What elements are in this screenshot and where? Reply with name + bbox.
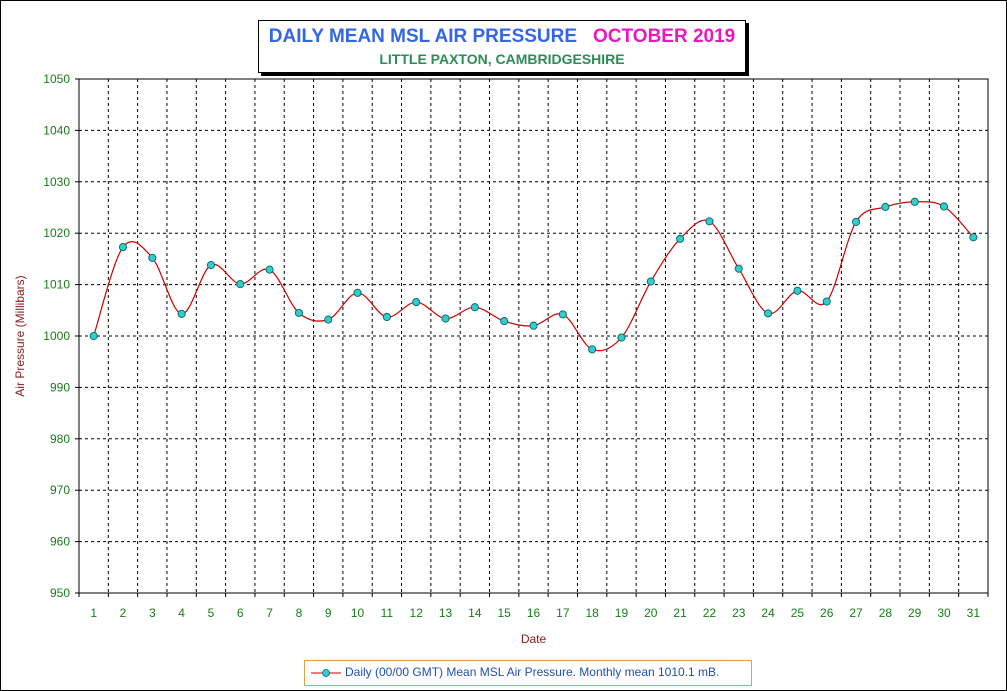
x-tick-label: 6 (237, 606, 244, 620)
x-tick-label: 1 (90, 606, 97, 620)
x-tick-label: 28 (879, 606, 893, 620)
data-point (881, 202, 890, 212)
legend-swatch-icon (311, 669, 341, 677)
plot-area (79, 79, 988, 593)
x-tick-label: 16 (527, 606, 541, 620)
chart-title-line: DAILY MEAN MSL AIR PRESSURE OCTOBER 2019 (259, 26, 745, 48)
chart-title-date: OCTOBER 2019 (593, 26, 736, 47)
y-tick-label: 1030 (43, 175, 70, 189)
data-point (734, 264, 743, 273)
data-point (236, 280, 245, 289)
x-tick-label: 17 (556, 606, 570, 620)
data-point (910, 197, 919, 206)
y-tick-label: 1050 (43, 72, 70, 86)
data-point (206, 261, 216, 270)
x-tick-label: 23 (732, 606, 746, 620)
data-point (500, 317, 509, 326)
data-point (558, 310, 567, 319)
x-tick-label: 15 (497, 606, 511, 620)
data-point (324, 315, 333, 324)
y-tick-label: 1040 (43, 123, 70, 137)
x-tick-label: 10 (351, 606, 365, 620)
data-point (969, 233, 978, 242)
data-point (617, 333, 626, 342)
data-point (441, 314, 450, 323)
data-point (822, 297, 831, 306)
x-tick-label: 2 (120, 606, 127, 620)
chart-subtitle: LITTLE PAXTON, CAMBRIDGESHIRE (379, 51, 625, 67)
data-point (793, 286, 802, 295)
data-point (118, 243, 128, 252)
data-point (705, 217, 714, 226)
x-tick-label: 12 (410, 606, 424, 620)
data-point (265, 265, 274, 274)
x-tick-label: 5 (208, 606, 215, 620)
x-tick-label: 19 (615, 606, 629, 620)
data-point (148, 253, 157, 262)
x-tick-label: 31 (967, 606, 981, 620)
x-tick-label: 18 (585, 606, 599, 620)
y-tick-label: 980 (50, 432, 70, 446)
y-tick-label: 950 (50, 586, 70, 600)
data-point (529, 321, 538, 330)
y-tick-label: 1020 (43, 226, 70, 240)
data-point (412, 298, 421, 307)
data-point (676, 234, 685, 243)
x-tick-label: 25 (791, 606, 805, 620)
x-tick-label: 26 (820, 606, 834, 620)
x-tick-label: 14 (468, 606, 482, 620)
data-point (939, 202, 949, 211)
x-tick-label: 22 (703, 606, 717, 620)
data-point (177, 309, 186, 318)
x-tick-label: 3 (149, 606, 156, 620)
x-tick-label: 27 (849, 606, 863, 620)
data-point (382, 312, 391, 322)
y-tick-label: 1000 (43, 329, 70, 343)
data-point (851, 217, 861, 226)
y-tick-label: 1010 (43, 278, 70, 292)
y-axis-title: Air Pressure (Millibars) (13, 275, 27, 396)
x-tick-label: 30 (937, 606, 951, 620)
x-tick-label: 21 (673, 606, 687, 620)
chart-title: DAILY MEAN MSL AIR PRESSURE (268, 26, 578, 47)
x-tick-label: 4 (178, 606, 185, 620)
x-tick-label: 8 (296, 606, 303, 620)
x-tick-label: 20 (644, 606, 658, 620)
x-axis-title: Date (521, 632, 547, 646)
x-tick-label: 13 (439, 606, 453, 620)
y-tick-label: 990 (50, 380, 70, 394)
data-point (646, 277, 655, 286)
data-point (294, 308, 303, 317)
x-tick-label: 7 (266, 606, 273, 620)
x-tick-label: 9 (325, 606, 332, 620)
x-tick-label: 11 (381, 606, 394, 620)
y-tick-label: 970 (50, 483, 70, 497)
chart-title-box: DAILY MEAN MSL AIR PRESSURE OCTOBER 2019 … (258, 20, 746, 73)
data-point (89, 331, 98, 341)
data-point (588, 345, 597, 354)
x-tick-label: 24 (761, 606, 775, 620)
legend-series-label: Daily (00/00 GMT) Mean MSL Air Pressure.… (345, 665, 720, 679)
x-tick-label: 29 (908, 606, 922, 620)
data-point (353, 288, 362, 297)
y-tick-label: 960 (50, 535, 70, 549)
data-point (764, 309, 773, 318)
chart-legend: Daily (00/00 GMT) Mean MSL Air Pressure.… (304, 660, 752, 686)
data-point (470, 303, 479, 312)
